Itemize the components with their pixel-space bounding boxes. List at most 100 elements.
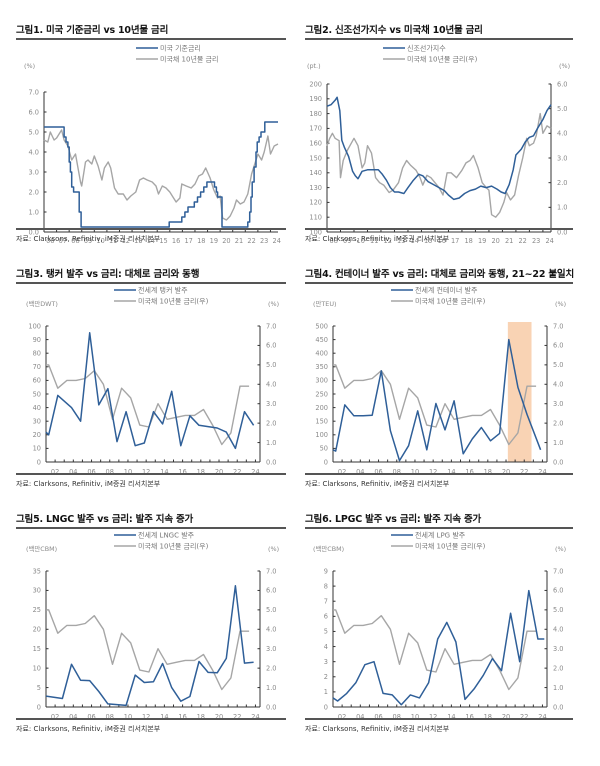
left-axis-unit: (pt.) — [307, 62, 321, 70]
left-axis-unit: (%) — [24, 62, 35, 70]
left-axis-tick-label: 3.0 — [29, 168, 40, 176]
figure-3-title: 그림3. 탱커 발주 vs 금리: 대체로 금리와 동행 — [16, 269, 200, 280]
figure-1-source: 자료: Clarksons, Refinitiv, iM증권 리서치본부 — [16, 235, 161, 243]
x-axis-tick-label: 22 — [233, 468, 241, 476]
right-axis-tick-label: 7.0 — [266, 567, 277, 575]
left-axis-tick-label: 350 — [315, 363, 328, 371]
left-axis-tick-label: 130 — [309, 184, 322, 192]
left-axis-tick-label: 150 — [309, 154, 322, 162]
x-axis-tick-label: 24 — [251, 713, 259, 721]
figure-4-bottom-rule — [305, 473, 573, 475]
x-axis-tick-label: 17 — [451, 237, 459, 245]
x-axis-tick-label: 21 — [235, 237, 243, 245]
left-axis-tick-label: 160 — [309, 140, 322, 148]
right-axis-tick-label: 0.0 — [266, 703, 277, 711]
left-axis-tick-label: 70 — [33, 363, 41, 371]
series-line-primary — [326, 96, 552, 201]
figure-6-top-rule — [305, 527, 573, 529]
left-axis-tick-label: 200 — [315, 404, 328, 412]
x-axis-tick-label: 16 — [465, 713, 473, 721]
series-line-primary — [332, 589, 545, 706]
figure-6-bottom-rule — [305, 718, 573, 720]
x-axis-tick-label: 02 — [338, 713, 346, 721]
figure-5-source: 자료: Clarksons, Refinitiv, iM증권 리서치본부 — [16, 725, 161, 733]
x-axis-tick-label: 04 — [356, 713, 364, 721]
right-axis-tick-label: 6.0 — [557, 80, 568, 88]
x-axis-tick-label: 02 — [338, 468, 346, 476]
left-axis-tick-label: 120 — [309, 199, 322, 207]
left-axis-tick-label: 35 — [33, 567, 41, 575]
left-axis-tick-label: 300 — [315, 377, 328, 385]
figure-3-top-rule — [16, 282, 286, 284]
x-axis-tick-label: 10 — [96, 237, 104, 245]
legend-label: 미국채 10년물 금리(우) — [138, 542, 209, 551]
left-axis-tick-label: 9 — [324, 567, 328, 575]
figure-6-source: 자료: Clarksons, Refinitiv, iM증권 리서치본부 — [305, 725, 450, 733]
x-axis-tick-label: 06 — [46, 237, 54, 245]
right-axis-tick-label: 7.0 — [553, 567, 564, 575]
x-axis-tick-label: 18 — [197, 468, 205, 476]
x-axis-tick-label: 14 — [447, 713, 455, 721]
series-line-secondary — [46, 609, 250, 691]
right-axis-tick-label: 1.0 — [557, 204, 568, 212]
left-axis-tick-label: 8 — [324, 582, 328, 590]
left-axis-tick-label: 200 — [309, 80, 322, 88]
figure-2-bottom-rule — [305, 228, 573, 230]
right-axis-unit: (%) — [555, 545, 566, 553]
x-axis-tick-label: 09 — [84, 237, 92, 245]
figure-3-source: 자료: Clarksons, Refinitiv, iM증권 리서치본부 — [16, 480, 161, 488]
x-axis-tick-label: 06 — [87, 713, 95, 721]
series-line-secondary — [46, 364, 250, 446]
left-axis-tick-label: 1.0 — [29, 208, 40, 216]
left-axis-tick-label: 4 — [324, 643, 328, 651]
left-axis-tick-label: 500 — [315, 322, 328, 330]
x-axis-tick-label: 24 — [545, 237, 553, 245]
x-axis-tick-label: 10 — [411, 713, 419, 721]
left-axis-tick-label: 30 — [33, 587, 41, 595]
x-axis-tick-label: 16 — [178, 713, 186, 721]
x-axis-tick-label: 21 — [505, 237, 513, 245]
left-axis-tick-label: 15 — [33, 645, 41, 653]
figure-2-source: 자료: Clarksons, Refinitiv, iM증권 리서치본부 — [305, 235, 450, 243]
right-axis-tick-label: 1.0 — [553, 684, 564, 692]
legend-label: 미국채 10년물 금리(우) — [407, 55, 478, 64]
x-axis-tick-label: 18 — [197, 237, 205, 245]
right-axis-tick-label: 2.0 — [266, 419, 277, 427]
x-axis-tick-label: 14 — [160, 713, 168, 721]
left-axis-tick-label: 100 — [315, 431, 328, 439]
left-axis-tick-label: 20 — [33, 431, 41, 439]
left-axis-unit: (만TEU) — [313, 299, 337, 308]
right-axis-unit: (%) — [559, 62, 570, 70]
left-axis-tick-label: 0 — [37, 703, 41, 711]
series-line-secondary — [333, 609, 537, 691]
right-axis-tick-label: 4.0 — [266, 381, 277, 389]
x-axis-tick-label: 20 — [222, 237, 230, 245]
left-axis-tick-label: 50 — [320, 445, 328, 453]
x-axis-tick-label: 20 — [491, 237, 499, 245]
right-axis-tick-label: 2.0 — [557, 179, 568, 187]
right-axis-tick-label: 0.0 — [553, 458, 564, 466]
x-axis-tick-label: 08 — [71, 237, 79, 245]
x-axis-tick-label: 16 — [178, 468, 186, 476]
x-axis-tick-label: 08 — [106, 713, 114, 721]
x-axis-tick-label: 20 — [502, 713, 510, 721]
right-axis-tick-label: 5.0 — [266, 606, 277, 614]
left-axis-tick-label: 80 — [33, 350, 41, 358]
legend-label: 미국채 10년물 금리 — [160, 55, 218, 64]
left-axis-tick-label: 25 — [33, 606, 41, 614]
left-axis-tick-label: 7.0 — [29, 88, 40, 96]
left-axis-tick-label: 0 — [324, 703, 328, 711]
right-axis-tick-label: 0.0 — [266, 458, 277, 466]
legend-label: 전세계 탱커 발주 — [138, 286, 188, 295]
left-axis-unit: (백만CBM) — [313, 544, 344, 553]
legend-label: 미국채 10년물 금리(우) — [138, 297, 209, 306]
x-axis-tick-label: 08 — [393, 713, 401, 721]
x-axis-tick-label: 04 — [69, 713, 77, 721]
legend-label: 전세계 LPG 발주 — [415, 531, 466, 540]
x-axis-tick-label: 10 — [124, 713, 132, 721]
left-axis-tick-label: 10 — [33, 664, 41, 672]
